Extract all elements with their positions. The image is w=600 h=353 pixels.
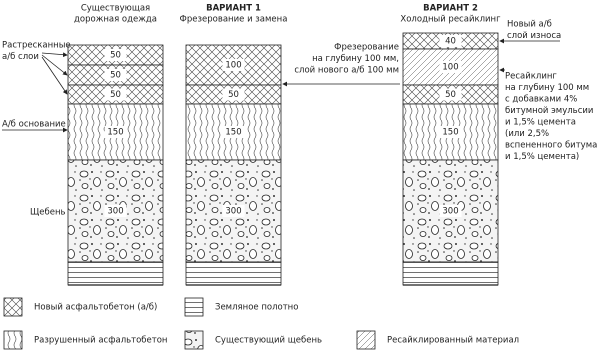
layer-label-bg [104, 126, 127, 138]
layer-label: 100 [442, 63, 458, 73]
annotation: на глубину 100 мм, [312, 54, 399, 64]
layer-label: 150 [107, 128, 123, 138]
column-title: Фрезерование и замена [180, 15, 288, 25]
annotation: А/б основание [2, 120, 66, 130]
annotation: с добавками 4% [505, 95, 577, 105]
layer-label-bg [222, 126, 245, 138]
layer-label-bg [222, 59, 245, 71]
annotation: Растресканные [2, 41, 71, 51]
layer-label-bg [104, 205, 127, 217]
annotation: Ресайклинг [505, 72, 557, 82]
column-title: ВАРИАНТ 1 [206, 4, 261, 14]
annotation: вспененного битума [505, 141, 597, 151]
legend-swatch [184, 330, 204, 350]
arrow [41, 52, 68, 58]
annotation: Новый а/б [507, 20, 552, 30]
annotation: Фрезерование [334, 43, 399, 53]
layer-label: 150 [225, 128, 241, 138]
layer-label-bg [104, 69, 127, 81]
annotation: слой износа [507, 31, 561, 41]
column-title: Холодный ресайклинг [400, 15, 501, 25]
legend-swatch [356, 330, 376, 350]
legend-swatch [184, 297, 204, 317]
subgrade [185, 261, 282, 286]
layer-label-bg [104, 49, 127, 61]
arrow [41, 54, 68, 76]
column-title: Существующая [81, 4, 150, 14]
annotation: Щебень [30, 208, 66, 218]
layer-label-bg [222, 88, 245, 101]
layer-label: 150 [442, 128, 458, 138]
layer-label: 50 [110, 90, 121, 100]
layer-label-bg [439, 126, 462, 138]
layer-label: 50 [110, 71, 121, 81]
subgrade [67, 261, 164, 286]
layer-label-bg [439, 61, 462, 73]
annotation: и 1,5% цемента [505, 118, 576, 128]
layer-label: 50 [110, 51, 121, 61]
legend-label: Ресайклированный материал [387, 336, 519, 346]
layer-label-bg [439, 35, 462, 47]
column-title: дорожная одежда [74, 15, 157, 25]
annotation: (или 2,5% [505, 129, 549, 139]
legend-swatch [3, 297, 23, 317]
layer-label: 300 [442, 207, 458, 217]
layer-label: 50 [445, 90, 456, 100]
annotation: битумной эмульсии [505, 106, 593, 116]
arrow [41, 56, 68, 95]
annotation: слой нового а/б 100 мм [294, 66, 399, 76]
layer-label-bg [439, 88, 462, 101]
layer-label: 40 [445, 37, 456, 47]
layer-label-bg [104, 88, 127, 101]
layer-label: 50 [228, 90, 239, 100]
column-title: ВАРИАНТ 2 [423, 4, 478, 14]
legend-label: Существующий щебень [215, 336, 322, 346]
layer-label-bg [222, 205, 245, 217]
annotation: на глубину 100 мм [505, 83, 589, 93]
subgrade [402, 261, 499, 286]
annotation: и 1,5% цемента) [505, 152, 579, 162]
layer-label: 100 [225, 61, 241, 71]
annotation: а/б слои [2, 52, 39, 62]
layer-label-bg [439, 205, 462, 217]
layer-label: 300 [107, 207, 123, 217]
legend: Новый асфальтобетон (а/б) Земляное полотн… [3, 297, 519, 350]
legend-label: Разрушенный асфальтобетон [34, 336, 167, 346]
legend-label: Новый асфальтобетон (а/б) [34, 303, 157, 313]
legend-swatch [3, 330, 23, 350]
layer-label: 300 [225, 207, 241, 217]
legend-label: Земляное полотно [215, 303, 298, 313]
